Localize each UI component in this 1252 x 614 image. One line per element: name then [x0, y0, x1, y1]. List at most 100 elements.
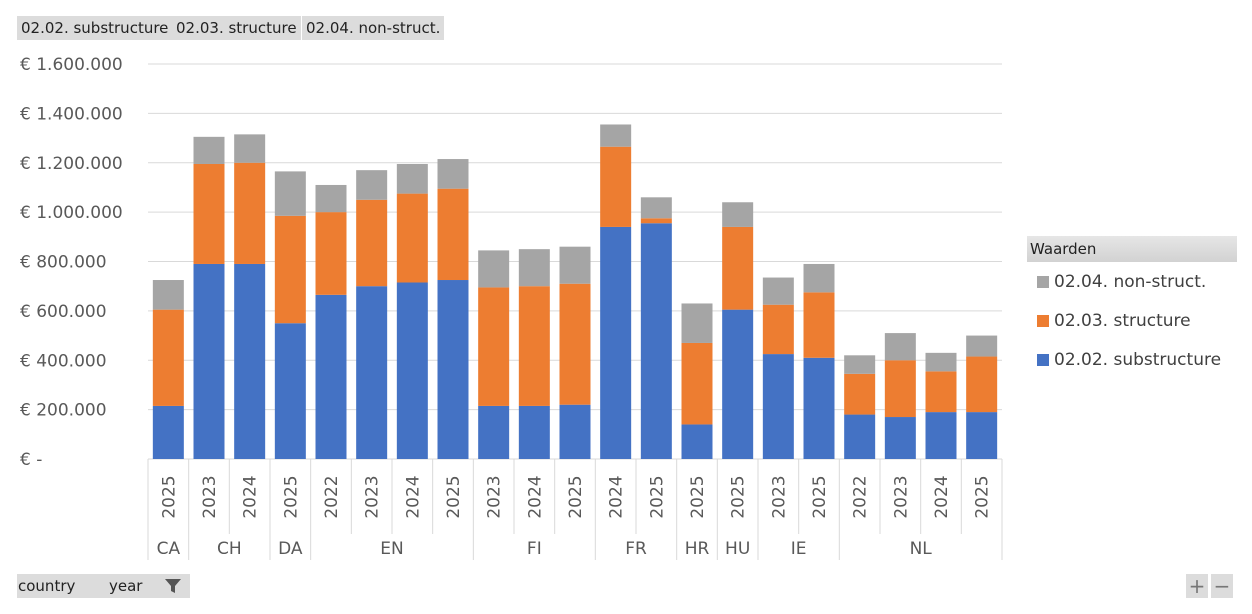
bar-segment [640, 218, 672, 224]
x-tick-label-year: 2023 [891, 475, 911, 518]
legend-swatch-non-struct [1037, 276, 1049, 288]
x-tick-label-country: FI [527, 539, 542, 559]
bar-segment [600, 226, 632, 459]
bar-segment [681, 342, 713, 425]
legend-item-substructure: 02.02. substructure [1037, 350, 1221, 370]
axis-field-buttons: country year [17, 574, 190, 598]
x-axis: 2025 2023 2024 2025 2022 2023 2024 2025 2023 2024… [147, 459, 1003, 560]
bar-segment [356, 199, 388, 287]
bar-segment [478, 250, 510, 288]
x-tick-label-country: NL [910, 539, 933, 559]
filter-pill-non-struct[interactable]: 02.04. non-struct. [302, 16, 445, 40]
bar-segment [152, 405, 184, 459]
x-tick-label-year: 2024 [932, 475, 952, 518]
bar-segment [396, 193, 428, 283]
bar-segment [274, 171, 306, 216]
x-tick-label-year: 2023 [200, 475, 220, 518]
x-tick-label-country: CH [217, 539, 242, 559]
bar-segment [437, 159, 469, 189]
bar-segment [437, 188, 469, 281]
x-tick-label-country: IE [791, 539, 807, 559]
bar-segment [152, 280, 184, 310]
x-tick-label-year: 2025 [688, 475, 708, 518]
bar-segment [966, 335, 998, 357]
x-tick-label-country: HR [685, 539, 710, 559]
x-tick-label-year: 2024 [525, 475, 545, 518]
x-tick-label-year: 2022 [851, 475, 871, 518]
bar-segment [234, 162, 266, 264]
bar-segment [356, 170, 388, 200]
legend-item-non-struct: 02.04. non-struct. [1037, 272, 1206, 292]
filter-pill-substructure[interactable]: 02.02. substructure [17, 16, 173, 40]
bar-segment [762, 354, 794, 459]
bar-segment [518, 249, 550, 287]
collapse-button[interactable]: − [1211, 574, 1233, 598]
legend-label-structure: 02.03. structure [1054, 311, 1191, 331]
y-tick-label: € 800.000 [20, 253, 107, 273]
bar-segment [681, 424, 713, 459]
bar-segment [437, 280, 469, 459]
bar-segment [762, 304, 794, 355]
bar-segment [152, 309, 184, 406]
legend-item-structure: 02.03. structure [1037, 311, 1191, 331]
bar-segment [722, 202, 754, 227]
x-tick-label-year: 2025 [729, 475, 749, 518]
x-tick-label-year: 2025 [566, 475, 586, 518]
bar-segment [803, 357, 835, 459]
bar-segment [193, 163, 225, 264]
bar-segment [640, 197, 672, 219]
y-tick-label: € 1.600.000 [20, 55, 123, 75]
country-field-button[interactable]: country [18, 577, 76, 595]
bar-segment [396, 163, 428, 194]
x-tick-label-country: DA [278, 539, 303, 559]
bar-segment [315, 212, 347, 295]
bar-segment [844, 414, 876, 459]
y-tick-label: € 200.000 [20, 401, 107, 421]
filter-pill-structure[interactable]: 02.03. structure [172, 16, 301, 40]
bar-segment [518, 405, 550, 459]
bar-segment [559, 246, 591, 284]
x-tick-label-year: 2024 [403, 475, 423, 518]
bar-segment [356, 286, 388, 459]
x-tick-label-year: 2025 [810, 475, 830, 518]
legend-label-substructure: 02.02. substructure [1054, 350, 1222, 370]
bar-segment [193, 263, 225, 459]
bar-segment [396, 282, 428, 459]
bar-segment [234, 263, 266, 459]
y-tick-label: € 600.000 [20, 302, 107, 322]
bar-segment [274, 215, 306, 324]
bar-segment [274, 323, 306, 459]
x-tick-label-year: 2025 [159, 475, 179, 518]
bar-segment [681, 303, 713, 343]
x-tick-label-year: 2023 [485, 475, 505, 518]
x-tick-label-year: 2022 [322, 475, 342, 518]
bar-segment [844, 355, 876, 374]
x-tick-label-year: 2025 [973, 475, 993, 518]
y-tick-label: € 1.400.000 [20, 104, 123, 124]
bar-segment [559, 404, 591, 459]
expand-button[interactable]: + [1186, 574, 1208, 598]
bar-segment [518, 286, 550, 406]
x-tick-label-country: CA [157, 539, 181, 559]
y-tick-label: € 400.000 [20, 351, 107, 371]
bar-segment [234, 134, 266, 163]
bar-segment [600, 124, 632, 147]
x-tick-label-year: 2023 [363, 475, 383, 518]
legend-title: Waarden [1027, 236, 1237, 262]
year-field-button[interactable]: year [109, 577, 143, 595]
bar-segment [884, 417, 916, 459]
filter-icon[interactable] [164, 577, 182, 595]
x-tick-label-year: 2024 [607, 475, 627, 518]
x-tick-label-country: HU [725, 539, 750, 559]
x-tick-label-year: 2024 [241, 475, 261, 518]
bar-segment [803, 263, 835, 293]
bar-segment [925, 352, 957, 372]
y-axis-tick-labels: € - € 200.000 € 400.000 € 600.000 € 800.000 €… [20, 55, 123, 470]
bars [152, 124, 998, 459]
legend-swatch-structure [1037, 315, 1049, 327]
bar-segment [925, 371, 957, 413]
bar-segment [722, 226, 754, 310]
x-tick-label-country: EN [380, 539, 403, 559]
x-tick-label-year: 2023 [769, 475, 789, 518]
